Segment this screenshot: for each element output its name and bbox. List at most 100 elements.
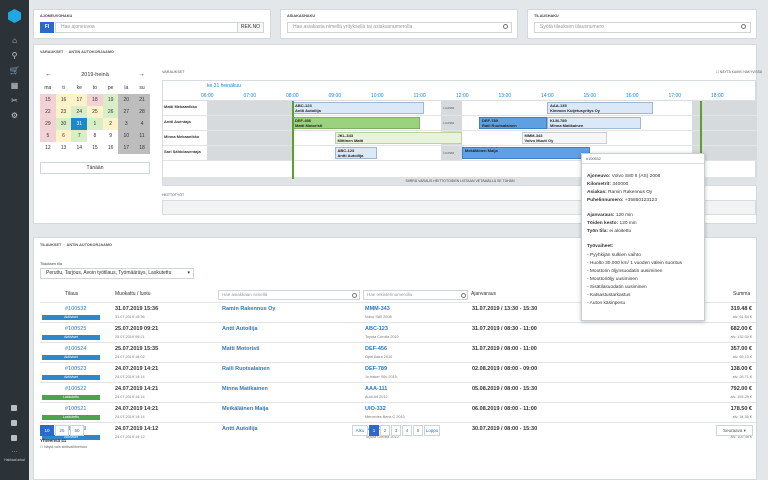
booking-block[interactable]: MMM-343 Volvo Muuti Oy: [521, 132, 607, 144]
next-page-button[interactable]: Seuraava ▾: [716, 425, 753, 436]
customer-link[interactable]: Minna Matikainen: [222, 386, 268, 392]
calendar-day[interactable]: 24: [71, 106, 88, 118]
table-row[interactable]: #100523 Aktiiviset 24.07.2019 14:21 24.07.2…: [40, 362, 756, 382]
page-button[interactable]: Loppu: [424, 425, 440, 436]
plate-link[interactable]: MMM-343: [365, 306, 390, 312]
page-button[interactable]: Alku: [352, 425, 368, 436]
calendar-day[interactable]: 9: [109, 133, 112, 139]
breadcrumb-item[interactable]: VARAUKSET: [40, 50, 64, 54]
calendar-day[interactable]: 4: [134, 118, 150, 130]
search-icon[interactable]: [503, 24, 508, 29]
booking-block[interactable]: ABC-123 Antti Autoilija: [334, 147, 377, 159]
calendar-day[interactable]: 31: [71, 118, 88, 130]
booking-block[interactable]: DEF-456 Matti Motoristi: [292, 117, 420, 129]
calendar-day[interactable]: 13: [60, 145, 67, 151]
customer-link[interactable]: Antti Autoilija: [222, 326, 258, 332]
calendar-day[interactable]: 10: [118, 130, 135, 142]
plate-link[interactable]: AAA-111: [365, 386, 388, 392]
table-row[interactable]: #100525 Aktiiviset 25.07.2019 09:21 25.07.2…: [40, 322, 756, 342]
show-all-toggle[interactable]: ☐ NÄYTÄ KAIKKI NÄKYVISSÄ: [716, 70, 763, 74]
customer-link[interactable]: Ramin Rakennus Oy: [222, 306, 276, 312]
cart-icon[interactable]: 🛒: [9, 66, 20, 75]
customer-link[interactable]: Antti Autoilija: [222, 426, 258, 432]
drop-zone[interactable]: SIIRRÄ VARAUS HEITTOTOIDEN LISTAAN VETÄM…: [163, 177, 757, 185]
column-modified[interactable]: Muokattu / luotu: [115, 291, 151, 297]
calendar-day[interactable]: 27: [118, 106, 135, 118]
settings-icon[interactable]: ⚙: [10, 111, 19, 120]
customer-link[interactable]: Raili Ruotsalainen: [222, 366, 270, 372]
booking-block[interactable]: ABC-123 Antti Autoilija: [292, 102, 424, 114]
calendar-day[interactable]: 22: [40, 106, 56, 118]
customer-filter-input[interactable]: Hae asiakkaan nimellä: [218, 290, 360, 300]
page-button[interactable]: 1: [369, 425, 379, 436]
next-month-icon[interactable]: →: [138, 71, 145, 78]
breadcrumb-item[interactable]: TILAUKSET: [40, 243, 62, 247]
plate-filter-input[interactable]: Hae rekisterinumerolla: [363, 290, 468, 300]
table-row[interactable]: #100532 Aktiiviset 31.07.2019 15:36 31.07.2…: [40, 302, 756, 322]
booking-block[interactable]: AAA-135 Kimmon Kuljetusyritys Oy: [547, 102, 654, 114]
calendar-day[interactable]: 21: [134, 94, 150, 106]
plate-link[interactable]: UIO-332: [365, 406, 386, 412]
search-icon[interactable]: ⚲: [11, 51, 18, 60]
column-sum[interactable]: Summa: [733, 291, 751, 297]
calendar-day[interactable]: 2: [102, 118, 119, 130]
column-appointment[interactable]: Ajanvaraus: [471, 291, 497, 297]
calendar-day[interactable]: 16: [55, 94, 72, 106]
plate-link[interactable]: DEF-789: [365, 366, 388, 372]
order-id-link[interactable]: #100522: [65, 386, 87, 392]
calendar-day[interactable]: 11: [134, 130, 150, 142]
order-id-link[interactable]: #100525: [65, 326, 87, 332]
customer-link[interactable]: Matti Motoristi: [222, 346, 260, 352]
booking-block[interactable]: Mekäläinen Maija: [462, 147, 590, 159]
booking-block[interactable]: KLM-789 Minna Matikainen: [547, 117, 641, 129]
calendar-day[interactable]: 5: [40, 130, 56, 142]
order-id-link[interactable]: #100521: [65, 406, 87, 412]
tools-icon[interactable]: ✂: [11, 96, 18, 105]
search-icon[interactable]: [741, 24, 746, 29]
vehicle-search-input[interactable]: Hae ajoneuvoa: [55, 22, 262, 33]
search-icon[interactable]: [352, 293, 357, 298]
calendar-day[interactable]: 20: [118, 94, 135, 106]
table-row[interactable]: #100522 Laskutettu 24.07.2019 14:21 24.07.2…: [40, 382, 756, 402]
page-button[interactable]: 2: [380, 425, 390, 436]
more-icon[interactable]: ···: [11, 449, 18, 455]
calendar-day[interactable]: 26: [102, 106, 119, 118]
customer-search-input[interactable]: Hae asiakasta nimellä yrityksellä tai as…: [287, 22, 512, 33]
calendar-day[interactable]: 7: [71, 130, 88, 142]
calendar-day[interactable]: 17: [118, 142, 135, 154]
order-id-link[interactable]: #100523: [65, 366, 87, 372]
prev-month-icon[interactable]: ←: [45, 71, 52, 78]
calendar-day[interactable]: 6: [55, 130, 72, 142]
calendar-day[interactable]: 23: [55, 106, 72, 118]
calendar-day[interactable]: 3: [118, 118, 135, 130]
status-filter-select[interactable]: Peruttu, Tarjous, Avoin työtilaus, Työmä…: [40, 268, 194, 279]
column-order[interactable]: Tilaus: [65, 291, 79, 297]
calendar-day[interactable]: 19: [102, 94, 119, 106]
calendar-day[interactable]: 18: [134, 142, 150, 154]
calendar-day[interactable]: 16: [107, 145, 114, 151]
customer-link[interactable]: Meikäläinen Maija: [222, 406, 269, 412]
today-button[interactable]: Tänään: [40, 162, 150, 174]
calendar-day[interactable]: 12: [45, 145, 51, 151]
rek-no-button[interactable]: REK.NO: [237, 22, 264, 33]
info-icon[interactable]: [11, 420, 17, 426]
booking-block[interactable]: JKL-343 Mittinen Matti: [334, 132, 462, 144]
home-icon[interactable]: ⌂: [12, 36, 17, 45]
per-page-button[interactable]: 25: [55, 425, 69, 436]
calendar-day[interactable]: 8: [93, 133, 97, 139]
table-row[interactable]: #100521 Laskutettu 24.07.2019 14:21 24.07.2…: [40, 402, 756, 422]
per-page-button[interactable]: 50: [70, 425, 84, 436]
calendar-day[interactable]: 17: [71, 94, 88, 106]
calendar-day[interactable]: 29: [40, 118, 56, 130]
grid-icon[interactable]: [11, 435, 17, 441]
page-button[interactable]: 5: [413, 425, 423, 436]
country-button[interactable]: FI: [40, 22, 54, 33]
page-button[interactable]: 3: [391, 425, 401, 436]
calendar-day[interactable]: 18: [87, 94, 103, 106]
calendar-day[interactable]: 15: [40, 94, 56, 106]
order-search-input[interactable]: Syötä tilauksen tilausnumero: [534, 22, 751, 33]
plate-link[interactable]: ABC-123: [365, 326, 388, 332]
calendar-day[interactable]: 30: [55, 118, 72, 130]
plate-link[interactable]: DEF-456: [365, 346, 388, 352]
booking-block[interactable]: DEF-789 Raili Ruotsalainen: [479, 117, 547, 129]
